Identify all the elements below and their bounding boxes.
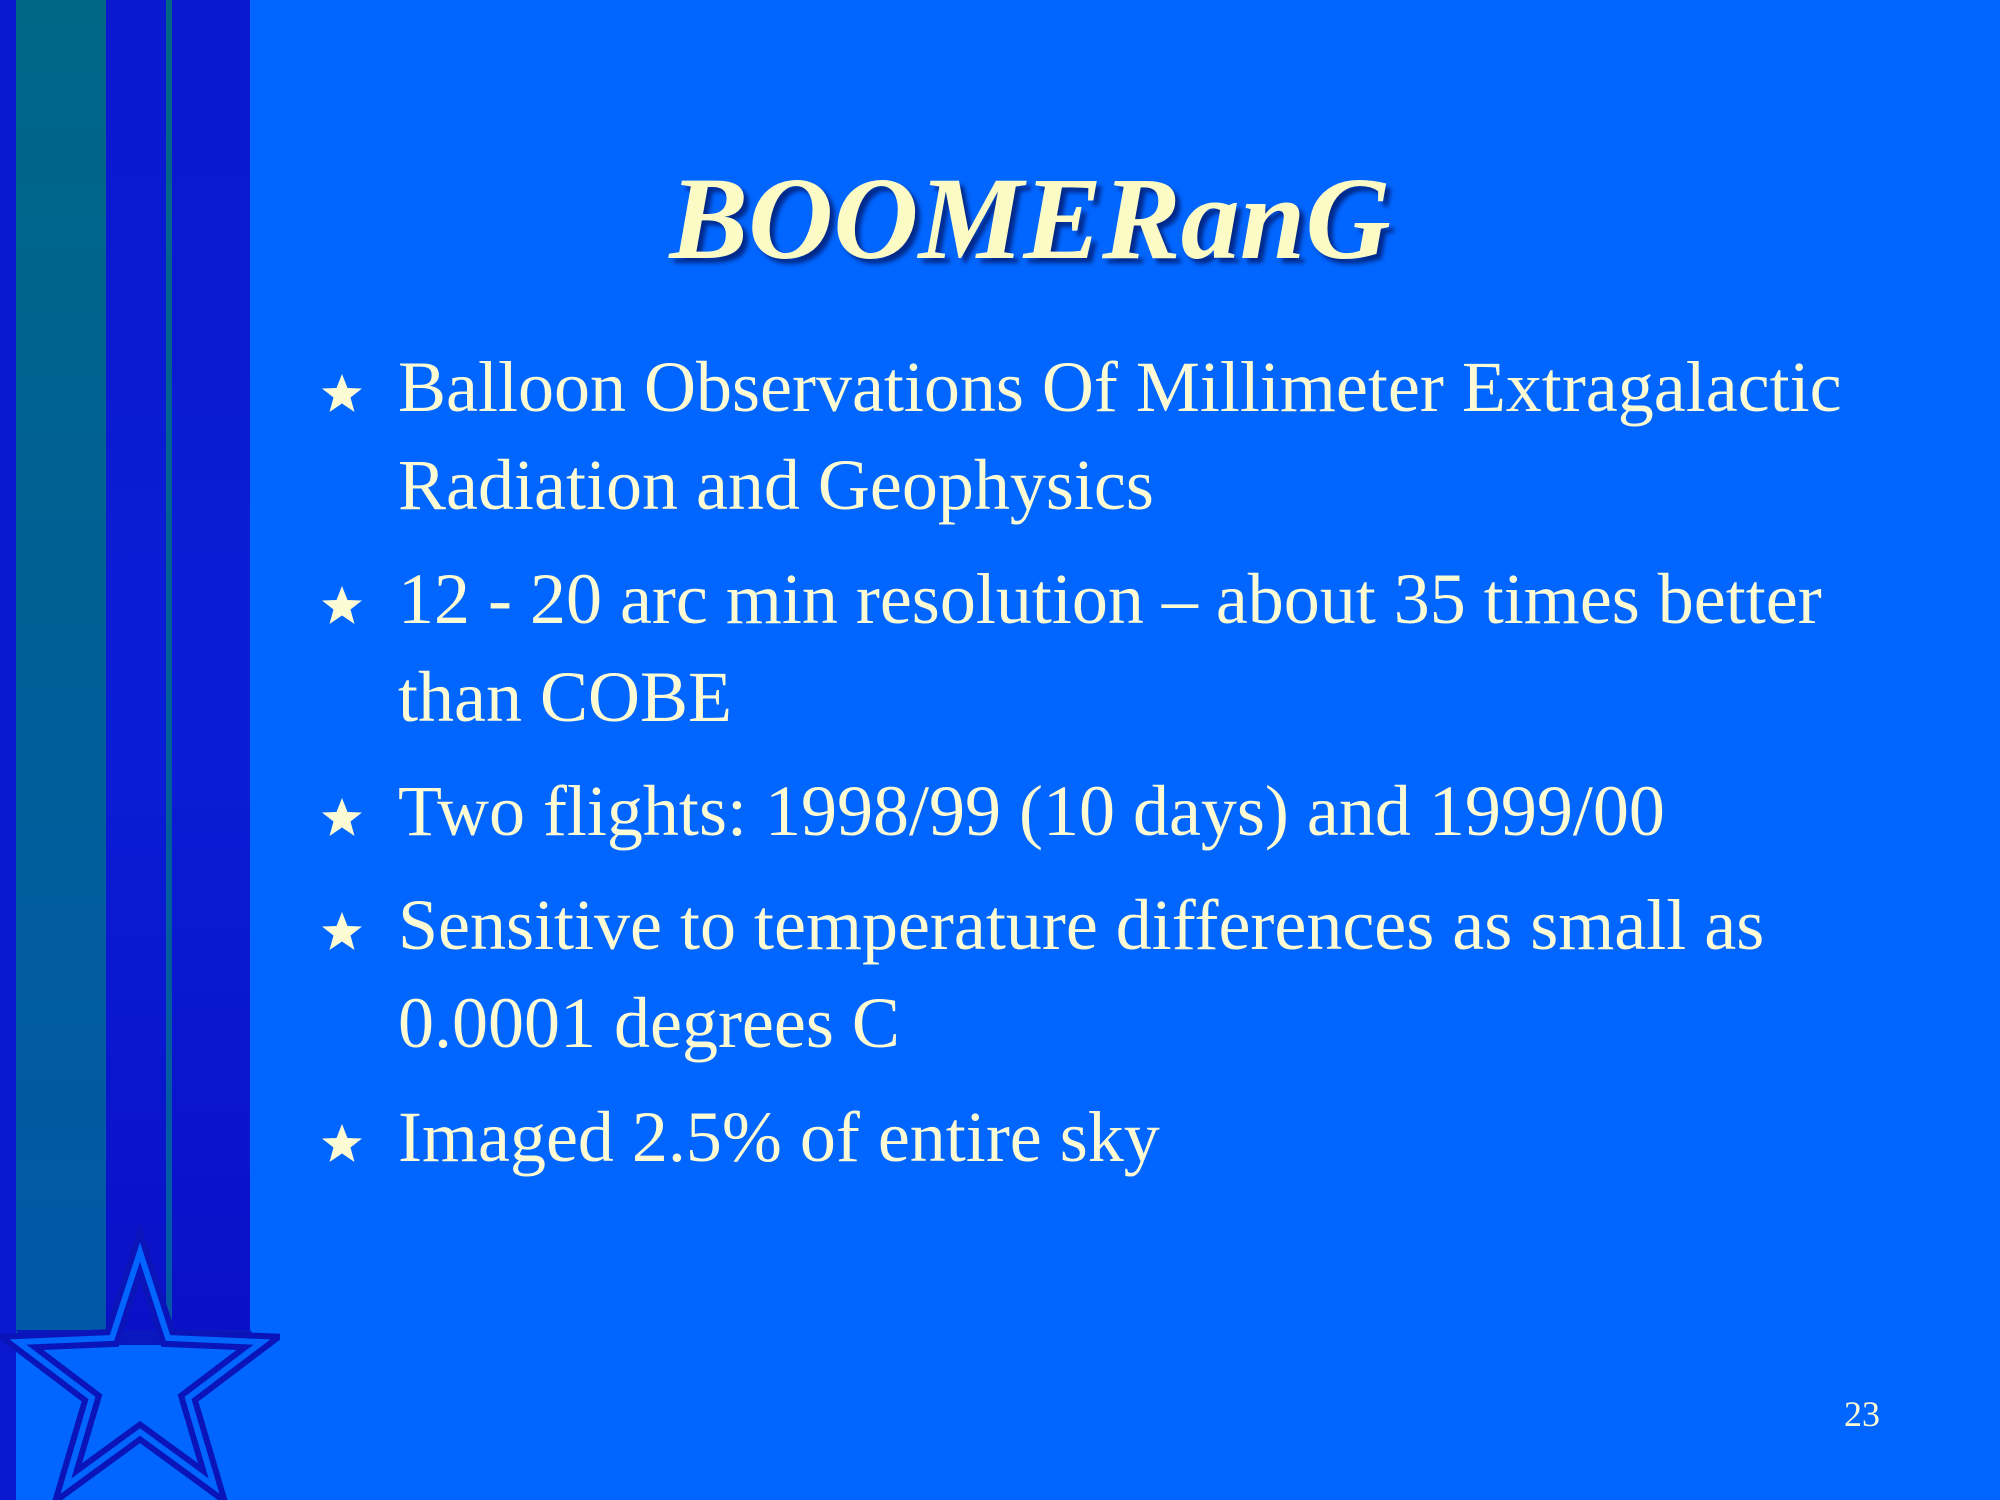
bullet-text: Balloon Observations Of Millimeter Extra…: [398, 347, 1842, 525]
star-bullet-icon: [320, 372, 364, 416]
bullet-text: Two flights: 1998/99 (10 days) and 1999/…: [398, 771, 1665, 851]
bar-dark-middle: [106, 0, 166, 1340]
bullet-item: Two flights: 1998/99 (10 days) and 1999/…: [320, 762, 1860, 860]
bar-edge: [0, 0, 16, 1500]
bullet-item: Balloon Observations Of Millimeter Extra…: [320, 338, 1860, 534]
bullet-list: Balloon Observations Of Millimeter Extra…: [320, 338, 1860, 1202]
bullet-text: 12 - 20 arc min resolution – about 35 ti…: [398, 559, 1822, 737]
left-decoration: [0, 0, 280, 1500]
star-bullet-icon: [320, 584, 364, 628]
bullet-item: 12 - 20 arc min resolution – about 35 ti…: [320, 550, 1860, 746]
bullet-text: Imaged 2.5% of entire sky: [398, 1097, 1160, 1177]
slide-title: BOOMERanG: [669, 153, 1391, 284]
star-outline-icon: [0, 1222, 280, 1500]
bullet-item: Sensitive to temperature differences as …: [320, 876, 1860, 1072]
page-number: 23: [1844, 1394, 1880, 1434]
star-bullet-icon: [320, 910, 364, 954]
bullet-text: Sensitive to temperature differences as …: [398, 885, 1765, 1063]
bullet-item: Imaged 2.5% of entire sky: [320, 1088, 1860, 1186]
bar-dark-right: [172, 0, 250, 1330]
star-bullet-icon: [320, 796, 364, 840]
star-bullet-icon: [320, 1122, 364, 1166]
bar-teal-left: [16, 0, 106, 1340]
